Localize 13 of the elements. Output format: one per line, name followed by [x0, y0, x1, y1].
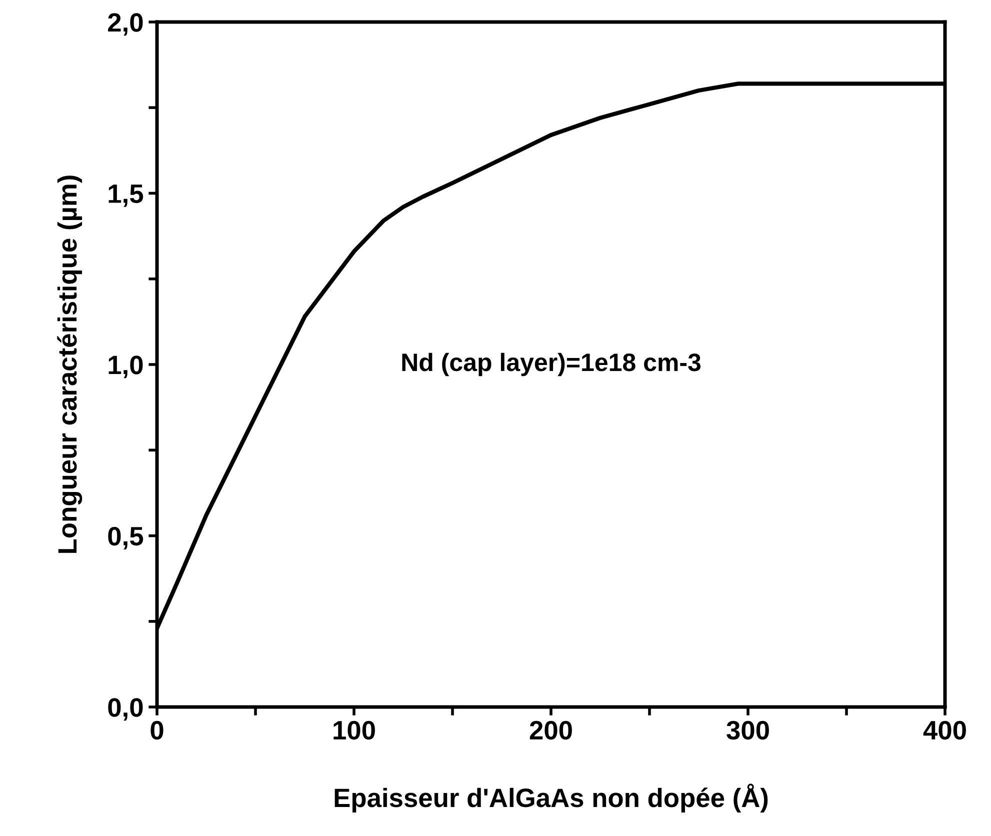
- x-axis-title: Epaisseur d'AlGaAs non dopée (Å): [334, 784, 768, 812]
- y-tick-label: 0,5: [108, 526, 144, 550]
- y-axis-title: Longueur caractéristique (µm): [57, 176, 82, 553]
- x-tick-label: 300: [726, 720, 769, 740]
- y-tick-label: 2,0: [108, 13, 143, 36]
- annotation: Nd (cap layer)=1e18 cm-3: [402, 352, 701, 376]
- x-tick-label: 400: [923, 720, 966, 740]
- x-tick-label: 0: [150, 720, 164, 740]
- x-tick-label: 100: [334, 720, 375, 740]
- x-tick-label: 200: [530, 720, 572, 740]
- y-tick-label: 0,0: [108, 698, 143, 721]
- y-tick-label: 1,5: [108, 184, 144, 207]
- y-tick-label: 1,0: [108, 356, 143, 378]
